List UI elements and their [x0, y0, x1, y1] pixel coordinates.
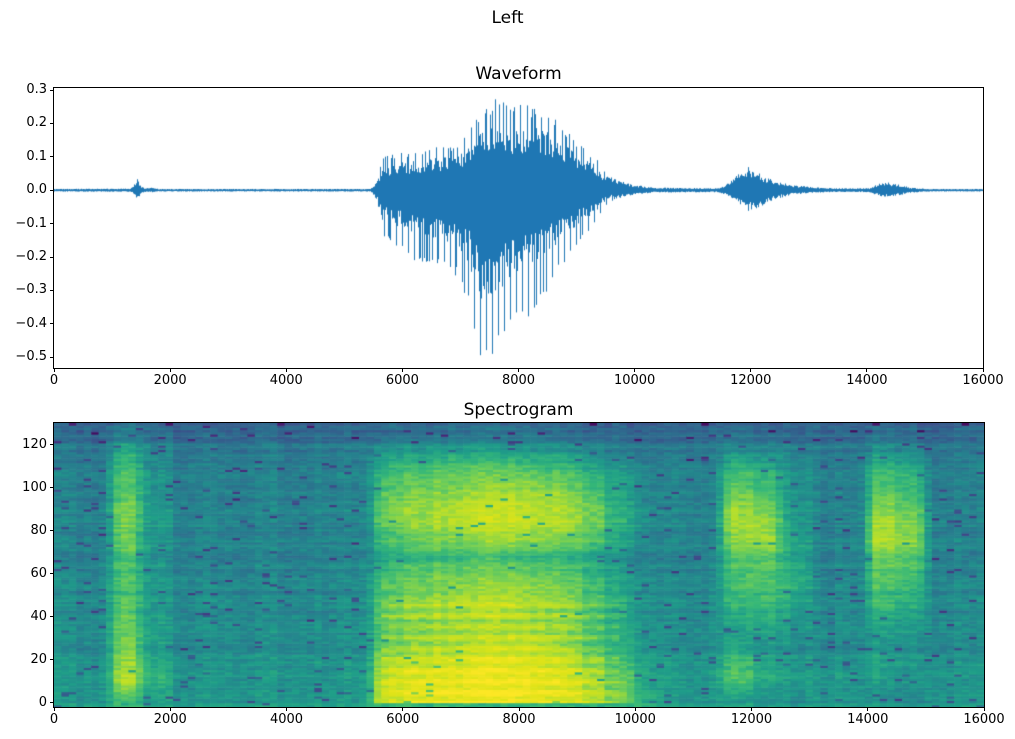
x-tick-label: 2000: [153, 373, 187, 388]
y-tick-mark: [50, 530, 54, 532]
y-tick-mark: [50, 444, 54, 445]
x-tick-mark: [402, 707, 404, 711]
x-tick-label: 10000: [614, 712, 656, 727]
y-tick-mark: [50, 616, 54, 618]
waveform-plot-canvas: [54, 88, 983, 368]
y-tick-mark: [50, 659, 54, 661]
spectrogram-plot-canvas: [54, 423, 984, 707]
y-tick-label: 0.0: [26, 182, 47, 198]
x-tick-mark: [751, 707, 752, 711]
y-tick-label: 0.2: [26, 115, 47, 131]
x-tick-mark: [53, 707, 55, 711]
x-tick-label: 0: [49, 712, 59, 727]
x-tick-mark: [401, 368, 403, 372]
x-tick-mark: [53, 368, 55, 372]
y-tick-label: 120: [22, 436, 47, 452]
x-tick-mark: [169, 707, 171, 711]
x-tick-label: 0: [49, 373, 59, 388]
y-tick-label: −0.1: [15, 215, 47, 231]
x-tick-mark: [867, 707, 869, 711]
x-tick-label: 8000: [502, 712, 536, 727]
y-tick-label: 80: [30, 522, 47, 538]
y-tick-mark: [50, 487, 54, 489]
y-tick-label: 0.3: [26, 82, 47, 97]
x-tick-label: 12000: [730, 712, 773, 727]
x-tick-mark: [634, 707, 636, 711]
spectrogram-axes: [54, 423, 984, 707]
y-tick-mark: [50, 89, 54, 91]
y-tick-label: 20: [30, 651, 47, 667]
y-tick-label: −0.4: [15, 315, 47, 331]
figure-suptitle: Left: [491, 8, 524, 28]
y-tick-mark: [50, 256, 54, 258]
y-tick-mark: [50, 702, 54, 704]
x-tick-mark: [286, 707, 287, 711]
x-tick-label: 12000: [730, 373, 772, 388]
waveform-axes: [54, 88, 983, 368]
x-tick-mark: [285, 368, 287, 372]
x-tick-label: 2000: [153, 712, 187, 727]
waveform-title: Waveform: [475, 64, 562, 84]
y-tick-mark: [50, 289, 54, 291]
x-tick-mark: [982, 368, 984, 372]
x-tick-label: 14000: [847, 712, 889, 727]
x-tick-label: 4000: [269, 373, 303, 388]
x-tick-label: 8000: [501, 373, 536, 388]
y-tick-mark: [50, 573, 54, 575]
y-tick-label: 100: [22, 479, 47, 495]
spectrogram-title: Spectrogram: [463, 400, 574, 420]
y-tick-label: 40: [30, 608, 47, 624]
x-tick-mark: [634, 368, 636, 372]
x-tick-label: 16000: [962, 373, 1004, 388]
x-tick-label: 6000: [385, 373, 419, 388]
x-tick-label: 4000: [269, 712, 304, 727]
y-tick-label: −0.2: [15, 249, 47, 265]
y-tick-label: −0.3: [15, 282, 47, 298]
y-tick-mark: [50, 156, 54, 158]
x-tick-mark: [169, 368, 171, 372]
y-tick-mark: [50, 189, 54, 191]
x-tick-label: 10000: [613, 373, 656, 388]
x-tick-mark: [518, 707, 520, 711]
x-tick-label: 16000: [963, 712, 1005, 727]
y-tick-label: 0: [38, 694, 47, 710]
y-tick-mark: [50, 223, 54, 225]
x-tick-label: 14000: [846, 373, 888, 388]
x-tick-label: 6000: [386, 712, 420, 727]
y-tick-label: −0.5: [15, 349, 47, 365]
x-tick-mark: [518, 368, 519, 372]
y-tick-mark: [50, 122, 54, 124]
x-tick-mark: [866, 368, 868, 372]
y-tick-mark: [50, 356, 54, 358]
y-tick-label: 0.1: [26, 148, 47, 164]
y-tick-mark: [50, 323, 54, 325]
y-tick-label: 60: [30, 565, 47, 581]
x-tick-mark: [983, 707, 985, 711]
x-tick-mark: [750, 368, 752, 372]
